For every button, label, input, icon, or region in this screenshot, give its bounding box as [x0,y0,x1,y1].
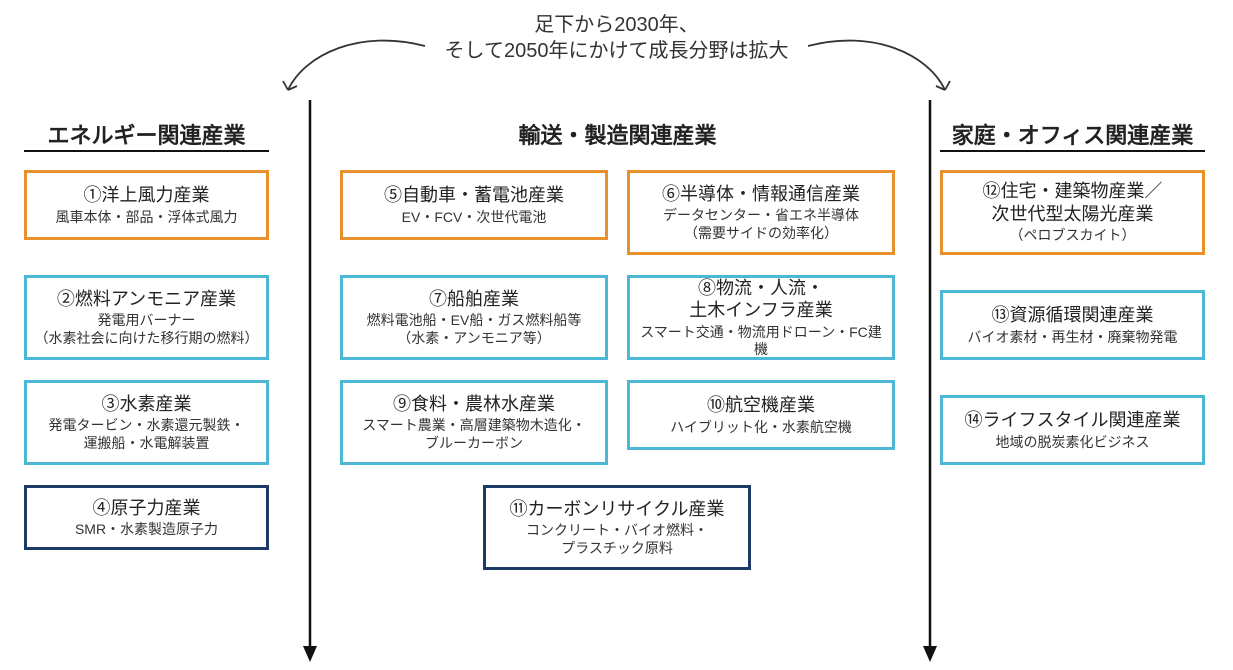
vertical-arrow-1 [300,100,320,665]
industry-box-b10: ⑩航空機産業ハイブリット化・水素航空機 [627,380,895,450]
industry-box-b8: ⑧物流・人流・土木インフラ産業スマート交通・物流用ドローン・FC建機 [627,275,895,360]
box-title: ⑩航空機産業 [707,394,815,417]
box-title: ③水素産業 [102,393,192,416]
box-subtitle: バイオ素材・再生材・廃棄物発電 [968,329,1178,347]
box-title: ①洋上風力産業 [84,184,210,207]
industry-box-b5: ⑤自動車・蓄電池産業 EV・FCV・次世代電池 [340,170,608,240]
industry-box-b6: ⑥半導体・情報通信産業データセンター・省エネ半導体（需要サイドの効率化） [627,170,895,255]
box-subtitle: EV・FCV・次世代電池 [402,209,547,227]
vertical-arrow-2 [920,100,940,665]
column3-underline [940,150,1205,152]
box-subtitle: SMR・水素製造原子力 [75,521,218,539]
box-title: ⑧物流・人流・土木インフラ産業 [689,277,832,322]
box-subtitle: データセンター・省エネ半導体（需要サイドの効率化） [663,207,859,242]
industry-box-b7: ⑦船舶産業燃料電池船・EV船・ガス燃料船等（水素・アンモニア等） [340,275,608,360]
column1-underline [24,150,269,152]
column2-title: 輸送・製造関連産業 [340,118,895,150]
top-text-line2: そして2050年にかけて成長分野は拡大 [0,34,1233,63]
box-title: ⑨食料・農林水産業 [393,393,555,416]
box-subtitle: ハイブリット化・水素航空機 [670,419,852,437]
box-subtitle: スマート交通・物流用ドローン・FC建機 [636,324,886,359]
box-subtitle: （ペロブスカイト） [1010,227,1136,245]
box-title: ⑦船舶産業 [429,288,519,311]
box-subtitle: 燃料電池船・EV船・ガス燃料船等（水素・アンモニア等） [367,312,582,347]
box-title: ②燃料アンモニア産業 [57,288,236,311]
box-title: ⑪カーボンリサイクル産業 [509,498,724,521]
box-title: ⑭ライフスタイル関連産業 [965,409,1181,432]
top-text-line1: 足下から2030年、 [0,8,1233,37]
column1-title: エネルギー関連産業 [24,118,269,150]
industry-box-b14: ⑭ライフスタイル関連産業地域の脱炭素化ビジネス [940,395,1205,465]
box-subtitle: 地域の脱炭素化ビジネス [996,434,1150,452]
industry-box-b13: ⑬資源循環関連産業バイオ素材・再生材・廃棄物発電 [940,290,1205,360]
industry-box-b11: ⑪カーボンリサイクル産業コンクリート・バイオ燃料・プラスチック原料 [483,485,751,570]
box-title: ⑫住宅・建築物産業／次世代型太陽光産業 [983,180,1163,225]
box-title: ④原子力産業 [93,497,201,520]
industry-box-b12: ⑫住宅・建築物産業／次世代型太陽光産業 （ペロブスカイト） [940,170,1205,255]
box-title: ⑥半導体・情報通信産業 [662,183,860,206]
industry-box-b2: ②燃料アンモニア産業発電用バーナー（水素社会に向けた移行期の燃料） [24,275,269,360]
box-title: ⑤自動車・蓄電池産業 [384,184,564,207]
box-subtitle: コンクリート・バイオ燃料・プラスチック原料 [526,522,708,557]
box-subtitle: スマート農業・高層建築物木造化・ブルーカーボン [362,417,586,452]
column3-title: 家庭・オフィス関連産業 [940,118,1205,150]
box-subtitle: 発電タービン・水素還元製鉄・運搬船・水電解装置 [49,417,245,452]
industry-box-b3: ③水素産業発電タービン・水素還元製鉄・運搬船・水電解装置 [24,380,269,465]
industry-box-b9: ⑨食料・農林水産業スマート農業・高層建築物木造化・ブルーカーボン [340,380,608,465]
box-subtitle: 発電用バーナー（水素社会に向けた移行期の燃料） [35,312,259,347]
box-subtitle: 風車本体・部品・浮体式風力 [56,209,238,227]
box-title: ⑬資源循環関連産業 [992,304,1154,327]
industry-box-b1: ①洋上風力産業風車本体・部品・浮体式風力 [24,170,269,240]
industry-box-b4: ④原子力産業SMR・水素製造原子力 [24,485,269,550]
diagram-canvas: 足下から2030年、 そして2050年にかけて成長分野は拡大 エネルギー関連産業… [0,0,1233,670]
